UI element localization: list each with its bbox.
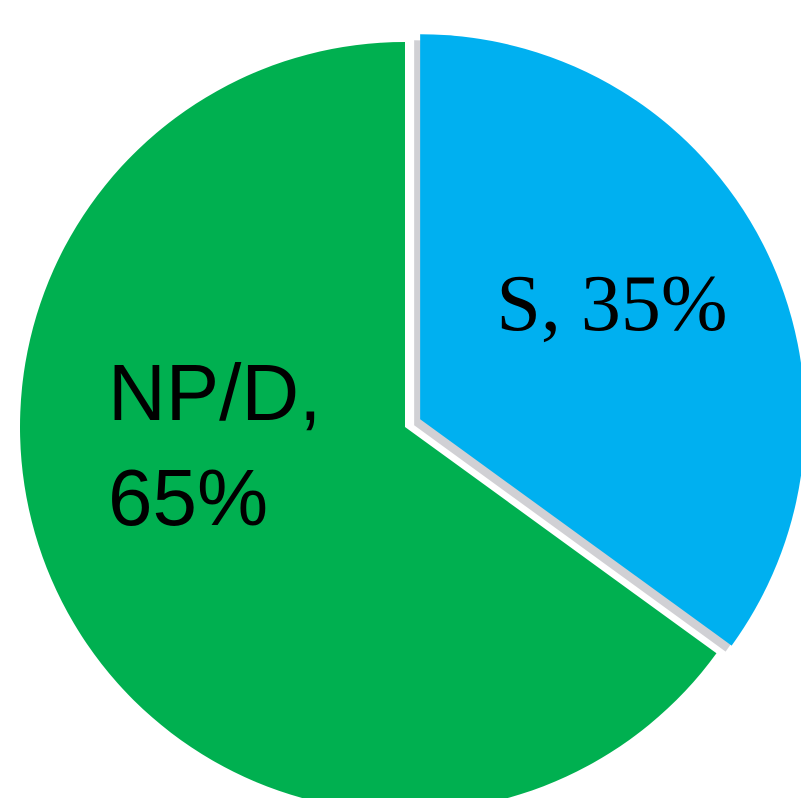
slice [420, 34, 801, 646]
data-label-line: 65% [108, 453, 268, 542]
pie [20, 34, 801, 798]
slice [20, 42, 717, 798]
data-label-line: NP/D, [108, 348, 321, 437]
data-label: S, 35% [496, 260, 727, 348]
data-label: NP/D, 65% [108, 348, 321, 542]
